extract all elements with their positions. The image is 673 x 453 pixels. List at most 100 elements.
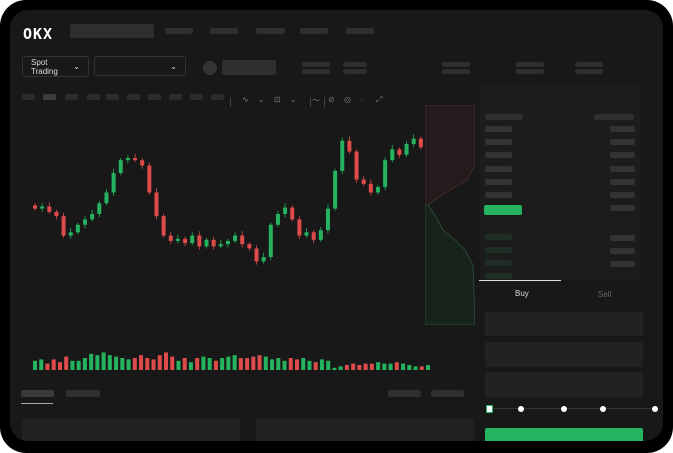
volume-bar [295, 359, 299, 370]
volume-bar [326, 360, 331, 370]
toolbar-timeframe[interactable] [87, 94, 100, 100]
nav-item[interactable] [256, 28, 285, 34]
candle-body [125, 158, 130, 161]
buy-button[interactable] [485, 428, 643, 441]
volume-bar [282, 360, 287, 370]
volume-bar [176, 360, 181, 370]
volume-bar [182, 358, 187, 370]
tab-open-orders[interactable] [21, 390, 54, 397]
fullscreen-icon[interactable]: ⤢ [376, 95, 383, 104]
volume-bar [382, 363, 387, 370]
leverage-slider-track[interactable] [488, 408, 655, 409]
volume-bar [357, 365, 362, 370]
volume-bar [288, 358, 293, 370]
slider-stop[interactable] [518, 406, 524, 412]
draw-tool-icon[interactable]: ⊘ [328, 95, 335, 104]
candle-body [325, 208, 330, 231]
candle-type-icon[interactable]: ⊡ [274, 95, 281, 104]
ask-price [485, 139, 512, 145]
toolbar-timeframe[interactable] [43, 94, 56, 100]
toolbar-divider [310, 97, 311, 107]
nav-item[interactable] [165, 28, 193, 34]
volume-bar [157, 355, 162, 370]
ask-price [485, 152, 512, 158]
candle-body [154, 192, 159, 217]
toolbar-timeframe[interactable] [211, 94, 224, 100]
price-input[interactable] [485, 312, 643, 336]
line-tool-icon[interactable]: 〜 [312, 96, 320, 105]
candle-body [40, 206, 45, 209]
filter-button[interactable] [431, 390, 464, 397]
ask-amount [610, 166, 635, 172]
toolbar-timeframe[interactable] [65, 94, 78, 100]
candlestick-chart[interactable] [10, 105, 480, 370]
market-type-label: Spot Trading [31, 57, 58, 76]
volume-bar [89, 353, 94, 370]
toolbar-timeframe[interactable] [106, 94, 119, 100]
coin-icon [203, 61, 217, 75]
chevron-down-icon[interactable]: ⌄ [258, 95, 265, 104]
orders-panel [22, 418, 240, 441]
toolbar-timeframe[interactable] [190, 94, 203, 100]
ticker-stat-label [516, 62, 544, 67]
volume-bar [307, 360, 312, 370]
slider-stop[interactable] [652, 406, 658, 412]
volume-bar [120, 358, 125, 370]
ticker-stat-label [442, 62, 470, 67]
candle-body [61, 216, 66, 236]
volume-bar [164, 352, 168, 370]
volume-bar [45, 363, 50, 370]
candle-body [311, 232, 316, 240]
volume-bar [407, 365, 412, 370]
search-bar[interactable] [70, 24, 154, 38]
volume-bar [419, 366, 424, 370]
volume-bar [394, 362, 399, 370]
market-type-select[interactable]: Spot Trading ⌄ [22, 56, 89, 77]
candle-body [90, 214, 95, 220]
tab-sell[interactable]: Sell [598, 290, 612, 299]
bid-price [485, 273, 512, 279]
volume-bar [70, 360, 75, 370]
candle-body [68, 232, 73, 236]
slider-stop[interactable] [600, 406, 606, 412]
chevron-down-icon[interactable]: ⌄ [290, 95, 297, 104]
toolbar-timeframe[interactable] [22, 94, 35, 100]
toolbar-timeframe[interactable] [127, 94, 140, 100]
candle-body [168, 235, 173, 241]
ask-price [485, 179, 512, 185]
candle-body [254, 248, 259, 262]
filter-button[interactable] [388, 390, 421, 397]
candle-body [133, 158, 138, 161]
ask-amount [610, 126, 635, 132]
reset-icon[interactable]: ◌ [360, 95, 365, 104]
toolbar-timeframe[interactable] [148, 94, 161, 100]
ask-amount [610, 205, 635, 211]
tab-order-history[interactable] [66, 390, 100, 397]
indicator-icon[interactable]: ∿ [242, 95, 249, 104]
amount-input[interactable] [485, 342, 643, 367]
nav-item[interactable] [210, 28, 238, 34]
toolbar-divider [230, 97, 231, 107]
orderbook-header-price [485, 114, 523, 120]
volume-bar [33, 360, 37, 370]
nav-item[interactable] [300, 28, 328, 34]
candle-body [268, 224, 273, 258]
leverage-slider-handle[interactable] [486, 405, 493, 413]
volume-bar [39, 359, 44, 370]
nav-item[interactable] [346, 28, 374, 34]
total-input[interactable] [485, 372, 643, 397]
volume-bar [376, 362, 381, 370]
pair-select[interactable]: ⌄ [94, 56, 186, 76]
settings-icon[interactable]: ◎ [344, 95, 351, 104]
candle-body [361, 179, 366, 184]
slider-stop[interactable] [561, 406, 567, 412]
bid-price [485, 234, 512, 240]
tab-buy[interactable]: Buy [515, 289, 529, 298]
chevron-down-icon: ⌄ [73, 62, 80, 71]
toolbar-timeframe[interactable] [169, 94, 182, 100]
bid-amount [610, 235, 635, 241]
volume-bar [51, 359, 56, 370]
volume-bar [319, 359, 324, 370]
depth-chart [425, 105, 475, 325]
candle-body [147, 165, 152, 193]
